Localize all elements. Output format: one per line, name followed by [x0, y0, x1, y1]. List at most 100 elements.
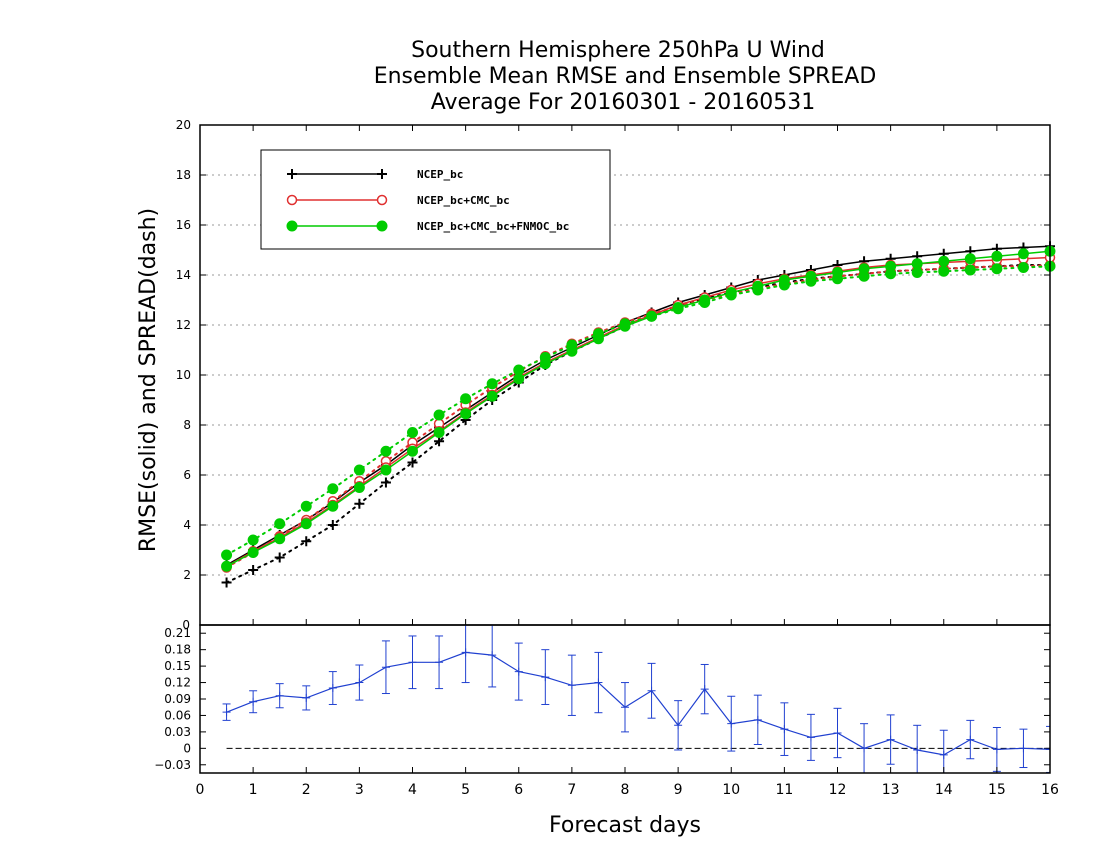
legend-marker: [287, 169, 297, 179]
top-panel-grid: [200, 174, 1050, 576]
error-bar: [674, 700, 683, 751]
difference-point: [302, 693, 311, 702]
x-tick-label: 11: [775, 782, 793, 798]
spread-point: [460, 393, 472, 405]
y-tick-label: 6: [183, 468, 191, 482]
y-tick-label: 2: [183, 568, 191, 582]
spread-point: [938, 265, 950, 277]
error-bar: [913, 724, 922, 773]
error-bar: [753, 694, 762, 745]
difference-point: [674, 721, 683, 730]
y-tick-label: 0.03: [164, 725, 191, 739]
error-bar: [302, 685, 311, 711]
rmse-point: [619, 320, 631, 332]
spread-point: [327, 520, 338, 530]
x-axis-label: Forecast days: [549, 813, 701, 838]
top-panel-y-axis: 2 4 6 8 10 12 14 16 18 20: [176, 118, 1050, 582]
difference-point: [992, 745, 1001, 754]
legend-marker: [376, 194, 388, 206]
x-axis: 0 1 2 3 4 5 6 7 8 9 10 11 12 13 14 15 16: [196, 125, 1059, 798]
y-tick-label: 0.21: [164, 626, 191, 640]
rmse-point: [646, 310, 658, 322]
difference-point: [514, 667, 523, 676]
bottom-panel-series: [222, 625, 1050, 773]
error-bar: [886, 714, 895, 765]
rmse-point: [832, 267, 843, 278]
rmse-point: [778, 274, 790, 286]
spread-point: [247, 534, 259, 546]
spread-point: [380, 477, 391, 488]
error-bar: [992, 727, 1001, 772]
difference-point: [541, 673, 550, 682]
difference-point: [275, 691, 284, 700]
rmse-point: [858, 263, 870, 275]
spread-point: [433, 409, 445, 421]
spread-point: [274, 518, 286, 530]
spread-point: [486, 378, 498, 390]
error-bar: [328, 671, 337, 705]
error-bar: [833, 707, 842, 759]
rmse-point: [539, 358, 551, 370]
spread-point: [248, 565, 259, 575]
error-bar: [222, 703, 231, 721]
difference-point: [1019, 744, 1028, 753]
spread-point: [1017, 262, 1029, 273]
error-bar: [860, 723, 869, 773]
x-tick-label: 6: [514, 782, 523, 798]
spread-line: [225, 264, 1051, 569]
error-bar: [355, 664, 364, 701]
spread-point: [964, 264, 976, 276]
spread-point: [380, 445, 392, 457]
spread-point: [274, 552, 285, 563]
x-tick-label: 12: [829, 782, 847, 798]
y-tick-label: 0.12: [164, 676, 191, 690]
error-bar: [435, 635, 444, 690]
y-tick-label: 0.18: [164, 643, 191, 657]
legend-marker: [376, 220, 388, 232]
bottom-panel-y-axis: −0.03 0 0.03 0.06 0.09 0.12 0.15 0.18 0.21: [154, 626, 1050, 772]
rmse-point: [407, 445, 418, 457]
difference-point: [461, 648, 470, 657]
error-bar: [647, 662, 656, 719]
difference-point: [647, 686, 656, 695]
difference-point: [222, 708, 231, 717]
legend-item-1: NCEP_bc+CMC_bc: [286, 194, 510, 207]
error-bar: [541, 649, 550, 705]
error-bar: [488, 625, 497, 688]
rmse-point: [592, 333, 604, 345]
spread-point: [354, 498, 365, 509]
x-tick-label: 8: [621, 782, 630, 798]
difference-point: [833, 728, 842, 737]
rmse-point: [327, 500, 339, 512]
chart-title-line-2: Ensemble Mean RMSE and Ensemble SPREAD: [374, 64, 877, 89]
spread-point: [407, 427, 418, 438]
rmse-point: [991, 250, 1003, 262]
rmse-point: [433, 427, 445, 438]
rmse-point: [911, 258, 923, 270]
rmse-point: [885, 260, 897, 272]
x-tick-label: 1: [249, 782, 258, 798]
error-bar: [275, 683, 284, 709]
difference-point: [780, 725, 789, 734]
error-bar: [567, 654, 576, 716]
difference-series: [222, 625, 1050, 773]
chart-title-line-1: Southern Hemisphere 250hPa U Wind: [411, 38, 825, 63]
spread-point: [300, 500, 312, 512]
error-bar: [700, 663, 709, 715]
difference-point: [806, 733, 815, 742]
rmse-point: [513, 373, 525, 385]
difference-point: [727, 719, 736, 728]
legend-marker: [286, 220, 298, 232]
difference-point: [966, 735, 975, 744]
y-tick-label: 0: [183, 741, 191, 755]
spread-point: [221, 577, 232, 588]
x-tick-label: 13: [882, 782, 900, 798]
x-tick-label: 4: [408, 782, 417, 798]
legend-item-0: NCEP_bc: [287, 168, 463, 181]
error-bar: [249, 690, 258, 714]
y-tick-label: 16: [176, 218, 191, 232]
error-bar: [966, 719, 975, 760]
y-tick-label: 0.09: [164, 692, 191, 706]
y-tick-label: 8: [183, 418, 191, 432]
